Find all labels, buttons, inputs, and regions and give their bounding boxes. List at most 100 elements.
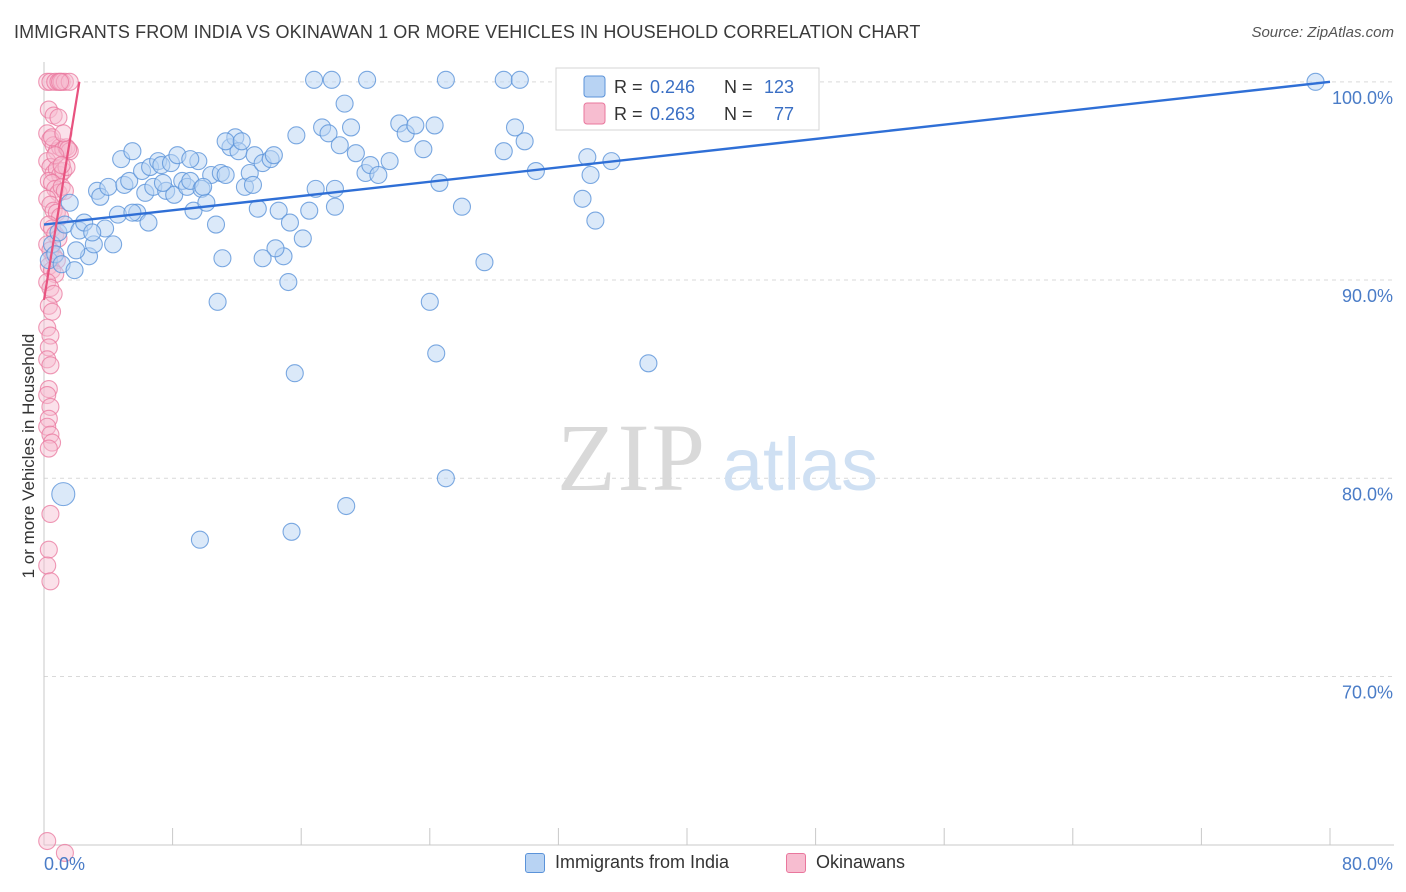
india-point: [358, 70, 377, 89]
india-point: [208, 292, 227, 311]
legend-swatch-india: [525, 852, 545, 873]
india-point: [279, 272, 298, 292]
india-point: [427, 344, 446, 363]
okinawans-point: [55, 72, 74, 91]
india-point: [305, 70, 324, 89]
india-point: [346, 144, 365, 163]
stats-swatch-india: [583, 75, 606, 98]
stats-legend: R = 0.246 N = 123 R = 0.263 N = 77: [555, 67, 820, 131]
india-point: [452, 197, 472, 216]
india-point: [430, 173, 449, 192]
india-point: [65, 261, 84, 280]
india-point: [266, 239, 285, 258]
india-point: [282, 522, 301, 541]
okinawans-point: [51, 72, 70, 91]
okinawans-point: [55, 843, 74, 862]
okinawans-point: [38, 385, 57, 405]
india-point: [369, 165, 388, 185]
india-point: [586, 211, 605, 230]
india-point: [436, 469, 455, 488]
india-point: [206, 215, 226, 234]
okinawans-points: [38, 72, 79, 862]
india-point: [475, 253, 494, 272]
okinawans-point: [60, 72, 79, 91]
india-point: [83, 223, 102, 242]
legend-swatch-okinawans: [786, 852, 806, 873]
india-point: [253, 249, 272, 268]
stats-n-label-okinawans: N =: [724, 104, 753, 124]
x-tick-label: 0.0%: [44, 854, 85, 874]
watermark: ZIP atlas: [557, 404, 878, 511]
india-point: [322, 70, 341, 89]
stats-r-value-okinawans: 0.263: [650, 104, 695, 124]
stats-r-label-india: R =: [614, 77, 643, 97]
india-point: [280, 213, 299, 232]
india-point: [67, 241, 86, 260]
watermark-zip: ZIP: [557, 404, 707, 511]
india-point: [300, 201, 319, 220]
india-point: [325, 179, 345, 198]
stats-swatch-okinawans: [583, 102, 606, 125]
india-point: [293, 229, 312, 248]
stats-n-value-india: 123: [764, 77, 794, 97]
india-point: [123, 203, 142, 222]
india-point: [510, 70, 529, 89]
x-tick-label: 80.0%: [1342, 854, 1393, 874]
okinawans-point: [41, 356, 60, 375]
india-point: [153, 173, 173, 192]
india-point: [51, 482, 76, 507]
stats-r-value-india: 0.246: [650, 77, 695, 97]
y-tick-label: 90.0%: [1342, 286, 1393, 306]
india-point: [494, 142, 513, 161]
india-point: [60, 193, 79, 212]
india-point: [325, 197, 345, 216]
okinawans-point: [46, 146, 65, 165]
india-point: [337, 496, 356, 516]
india-point: [335, 94, 354, 113]
tick-labels: 100.0% 90.0% 80.0% 70.0% 0.0% 80.0%: [44, 88, 1393, 874]
okinawans-point: [42, 302, 62, 321]
india-point: [120, 171, 139, 190]
india-point: [414, 140, 433, 159]
india-point: [406, 116, 425, 135]
india-point: [380, 152, 399, 171]
okinawans-point: [42, 128, 62, 147]
india-point: [216, 165, 235, 185]
india-point: [264, 146, 283, 165]
india-point: [436, 70, 455, 89]
y-tick-label: 70.0%: [1342, 683, 1393, 703]
india-point: [581, 165, 600, 185]
india-point: [269, 201, 288, 220]
india-trend-line: [43, 80, 1331, 226]
chart-title: IMMIGRANTS FROM INDIA VS OKINAWAN 1 OR M…: [14, 22, 921, 42]
india-point: [243, 175, 263, 194]
india-point: [181, 150, 200, 169]
india-points: [39, 70, 1325, 549]
india-point: [190, 530, 209, 549]
legend-label-india: Immigrants from India: [555, 852, 730, 872]
stats-r-label-okinawans: R =: [614, 104, 643, 124]
india-point: [232, 132, 251, 151]
okinawans-point: [38, 831, 57, 851]
india-point: [578, 148, 597, 167]
india-point: [139, 213, 158, 232]
india-point: [197, 193, 216, 212]
source-credit: Source: ZipAtlas.com: [1251, 24, 1394, 41]
india-point: [99, 177, 118, 196]
y-tick-label: 100.0%: [1332, 88, 1393, 108]
okinawans-trend-line: [42, 81, 81, 301]
okinawans-point: [39, 439, 58, 458]
india-point: [285, 364, 304, 383]
okinawans-point: [41, 572, 60, 591]
india-point: [213, 249, 232, 268]
trend-lines: [42, 80, 1331, 301]
stats-n-value-okinawans: 77: [774, 104, 794, 124]
india-point: [330, 136, 349, 155]
india-point: [319, 124, 338, 143]
stats-n-label-india: N =: [724, 77, 753, 97]
india-point: [573, 189, 592, 208]
okinawans-point: [38, 556, 57, 575]
bottom-legend: Immigrants from India Okinawans: [0, 852, 1406, 878]
okinawans-point: [39, 380, 58, 399]
